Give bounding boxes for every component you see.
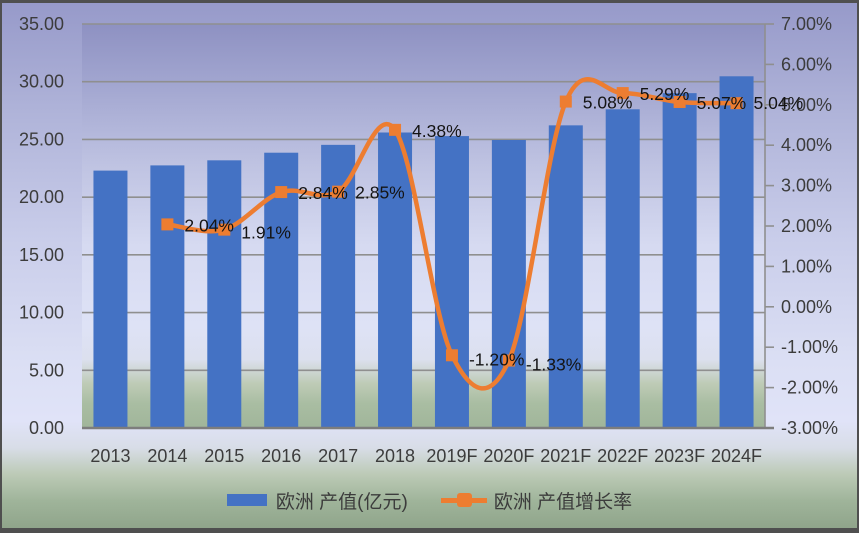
left-axis-label: 20.00	[19, 187, 64, 207]
right-axis-label: 2.00%	[781, 216, 832, 236]
marker-2022F	[616, 87, 629, 100]
x-axis-label: 2018	[375, 446, 415, 466]
marker-2023F	[673, 95, 686, 108]
bar-2021F	[548, 125, 583, 428]
data-label-2021F: 5.08%	[583, 93, 633, 113]
bar-2020F	[491, 140, 526, 428]
left-axis-label: 15.00	[19, 245, 64, 265]
right-axis-label: -1.00%	[781, 337, 838, 357]
legend-line-marker	[456, 493, 472, 507]
legend-label-production: 欧洲 产值(亿元)	[275, 491, 408, 513]
data-label-2024F: 5.04%	[754, 93, 804, 113]
bar-2013	[93, 170, 128, 428]
marker-2019F	[445, 349, 458, 362]
marker-2017	[332, 185, 345, 198]
bar-2024F	[719, 76, 754, 428]
data-label-2018: 4.38%	[412, 121, 462, 141]
bar-2023F	[662, 93, 697, 428]
data-label-2016: 2.84%	[298, 183, 348, 203]
left-axis-label: 5.00	[29, 360, 64, 380]
left-axis-label: 30.00	[19, 72, 64, 92]
data-label-2020F: -1.33%	[526, 355, 581, 375]
marker-2020F	[502, 354, 515, 367]
marker-2021F	[559, 95, 572, 108]
marker-2018	[389, 123, 402, 136]
marker-2015	[218, 223, 231, 236]
left-axis-label: 35.00	[19, 14, 64, 34]
right-axis-label: 7.00%	[781, 14, 832, 34]
x-axis-label: 2016	[261, 446, 301, 466]
data-label-2023F: 5.07%	[697, 93, 747, 113]
data-label-2015: 1.91%	[241, 223, 291, 243]
x-axis-label: 2015	[204, 446, 244, 466]
x-axis-label: 2014	[147, 446, 187, 466]
right-axis-label: -3.00%	[781, 418, 838, 438]
right-axis-label: 1.00%	[781, 256, 832, 276]
x-axis-label: 2020F	[483, 446, 534, 466]
x-axis-label: 2013	[90, 446, 130, 466]
x-axis-label: 2021F	[540, 446, 591, 466]
legend-label-growth-rate: 欧洲 产值增长率	[493, 491, 633, 513]
x-axis-label: 2024F	[711, 446, 762, 466]
bar-2022F	[605, 109, 640, 429]
data-label-2017: 2.85%	[355, 183, 405, 203]
data-label-2014: 2.04%	[184, 215, 234, 235]
marker-2024F	[730, 97, 743, 110]
marker-2016	[275, 186, 288, 199]
data-label-2019F: -1.20%	[469, 349, 524, 369]
right-axis-label: 4.00%	[781, 135, 832, 155]
x-axis-label: 2019F	[426, 446, 477, 466]
bar-2018	[378, 132, 413, 428]
x-axis-label: 2017	[318, 446, 358, 466]
right-axis-label: 0.00%	[781, 297, 832, 317]
left-axis-label: 25.00	[19, 129, 64, 149]
data-label-2022F: 5.29%	[640, 84, 690, 104]
left-axis-label: 10.00	[19, 303, 64, 323]
right-axis-label: -2.00%	[781, 378, 838, 398]
bar-2014	[150, 165, 185, 428]
bar-2019F	[434, 136, 469, 428]
marker-2014	[161, 218, 174, 231]
x-axis-label: 2023F	[654, 446, 705, 466]
right-axis-label: 6.00%	[781, 54, 832, 74]
legend-bar-swatch-icon	[226, 494, 267, 506]
legend: 欧洲 产值(亿元) 欧洲 产值增长率	[0, 485, 859, 515]
right-axis-label: 5.00%	[781, 95, 832, 115]
legend-line-swatch-icon	[440, 492, 487, 508]
bar-2015	[207, 160, 242, 428]
left-axis-label: 0.00	[29, 418, 64, 438]
right-axis-label: 3.00%	[781, 176, 832, 196]
x-axis-label: 2022F	[597, 446, 648, 466]
plot-area	[82, 24, 765, 428]
